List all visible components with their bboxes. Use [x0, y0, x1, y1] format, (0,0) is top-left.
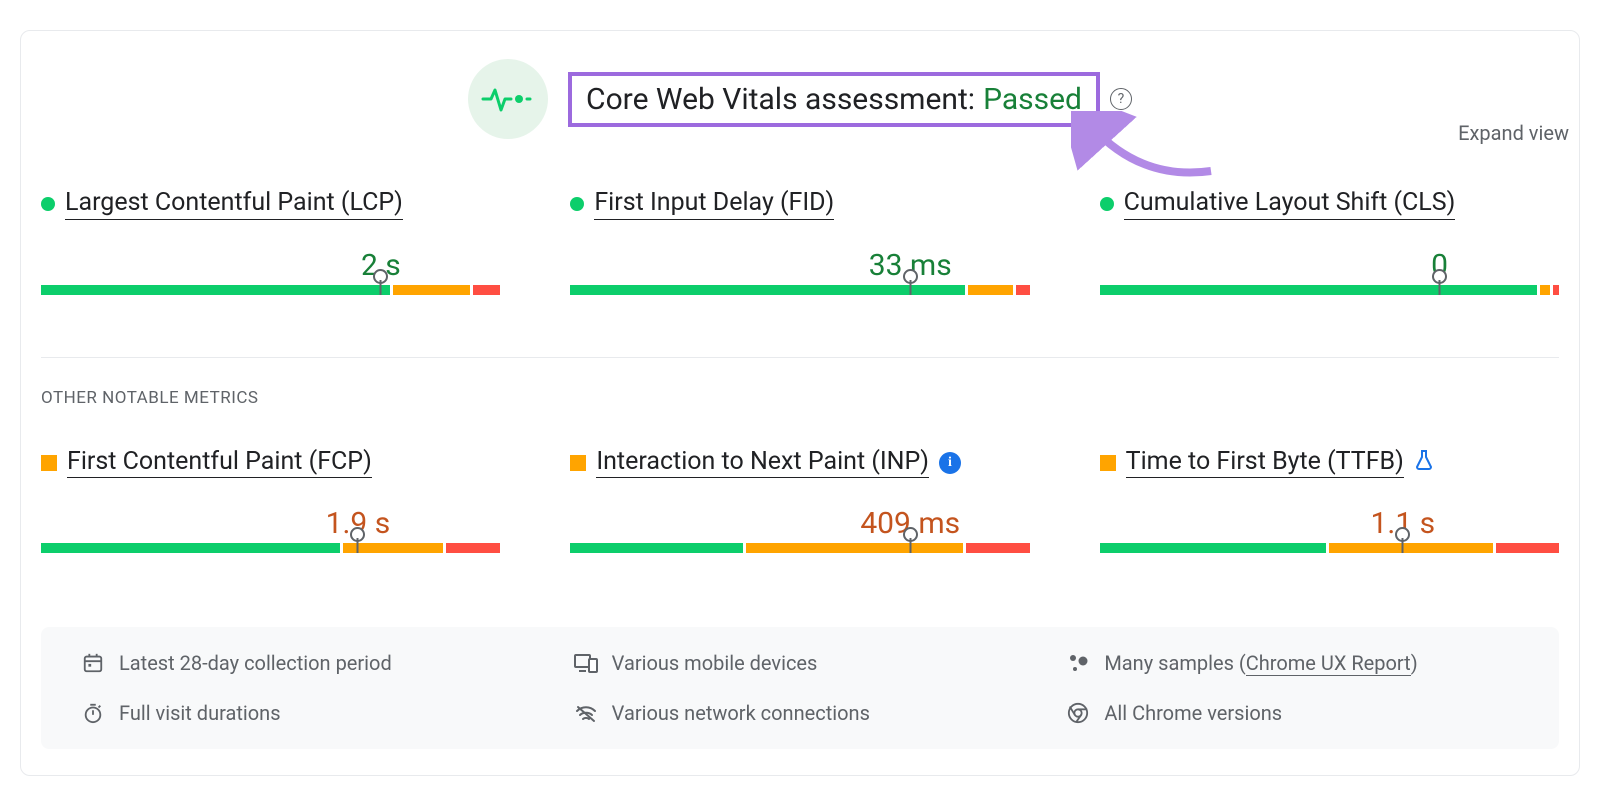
footer-text: All Chrome versions: [1104, 701, 1282, 725]
metric-name-link[interactable]: Interaction to Next Paint (INP): [596, 448, 929, 479]
status-indicator: [41, 197, 55, 211]
metric-name-link[interactable]: Cumulative Layout Shift (CLS): [1124, 189, 1456, 220]
metric-value: 409 ms: [860, 506, 960, 541]
status-indicator: [570, 197, 584, 211]
metric-lcp: Largest Contentful Paint (LCP) 2 s: [41, 189, 500, 313]
distribution-bar: [41, 285, 500, 313]
status-indicator: [1100, 455, 1116, 471]
metric-value: 0: [1410, 248, 1470, 283]
metadata-footer: Latest 28-day collection period Various …: [41, 627, 1559, 749]
section-divider: [41, 357, 1559, 358]
footer-text: Various mobile devices: [612, 651, 818, 675]
footer-link[interactable]: Chrome UX Report: [1246, 651, 1411, 676]
footer-text: Various network connections: [612, 701, 870, 725]
footer-item-samples: Many samples (Chrome UX Report): [1066, 651, 1519, 675]
cwv-panel: Core Web Vitals assessment: Passed ? Exp…: [20, 30, 1580, 776]
assessment-status: Passed: [983, 82, 1082, 117]
footer-text: Latest 28-day collection period: [119, 651, 392, 675]
footer-item-chrome: All Chrome versions: [1066, 701, 1519, 725]
experimental-icon[interactable]: [1414, 449, 1434, 477]
pulse-icon: [468, 59, 548, 139]
metric-cls: Cumulative Layout Shift (CLS) 0: [1100, 189, 1559, 313]
distribution-bar: [570, 285, 1029, 313]
metric-value: 2 s: [351, 248, 411, 283]
metric-name-link[interactable]: Largest Contentful Paint (LCP): [65, 189, 403, 220]
metric-name-link[interactable]: First Input Delay (FID): [594, 189, 834, 220]
metric-name-link[interactable]: Time to First Byte (TTFB): [1126, 448, 1404, 479]
distribution-bar: [1100, 285, 1559, 313]
metric-name-link[interactable]: First Contentful Paint (FCP): [67, 448, 372, 479]
assessment-header: Core Web Vitals assessment: Passed ?: [41, 41, 1559, 139]
timer-icon: [81, 702, 105, 724]
distribution-bar: [570, 543, 1029, 571]
other-metrics-row: First Contentful Paint (FCP) 1.9 s Inter…: [41, 448, 1559, 572]
footer-item-devices: Various mobile devices: [574, 651, 1027, 675]
metric-inp: Interaction to Next Paint (INP) i 409 ms: [570, 448, 1029, 572]
help-icon[interactable]: ?: [1110, 88, 1132, 110]
metric-fid: First Input Delay (FID) 33 ms: [570, 189, 1029, 313]
metric-fcp: First Contentful Paint (FCP) 1.9 s: [41, 448, 500, 572]
distribution-bar: [1100, 543, 1559, 571]
assessment-label: Core Web Vitals assessment:: [586, 82, 975, 117]
footer-item-calendar: Latest 28-day collection period: [81, 651, 534, 675]
info-icon[interactable]: i: [939, 452, 961, 474]
footer-item-network: Various network connections: [574, 701, 1027, 725]
metric-value: 1.1 s: [1371, 506, 1436, 541]
network-icon: [574, 703, 598, 723]
footer-text: Full visit durations: [119, 701, 281, 725]
expand-view-link[interactable]: Expand view: [1458, 121, 1569, 145]
chrome-icon: [1066, 702, 1090, 724]
status-indicator: [1100, 197, 1114, 211]
distribution-bar: [41, 543, 500, 571]
metric-ttfb: Time to First Byte (TTFB) 1.1 s: [1100, 448, 1559, 572]
status-indicator: [570, 455, 586, 471]
metric-value: 1.9 s: [326, 506, 391, 541]
status-indicator: [41, 455, 57, 471]
footer-text: Many samples (Chrome UX Report): [1104, 651, 1417, 675]
metric-value: 33 ms: [869, 248, 952, 283]
devices-icon: [574, 653, 598, 673]
core-metrics-row: Largest Contentful Paint (LCP) 2 s First…: [41, 189, 1559, 313]
other-section-label: OTHER NOTABLE METRICS: [41, 388, 1559, 408]
footer-item-timer: Full visit durations: [81, 701, 534, 725]
samples-icon: [1066, 652, 1090, 674]
assessment-box: Core Web Vitals assessment: Passed: [568, 72, 1100, 127]
calendar-icon: [81, 652, 105, 674]
